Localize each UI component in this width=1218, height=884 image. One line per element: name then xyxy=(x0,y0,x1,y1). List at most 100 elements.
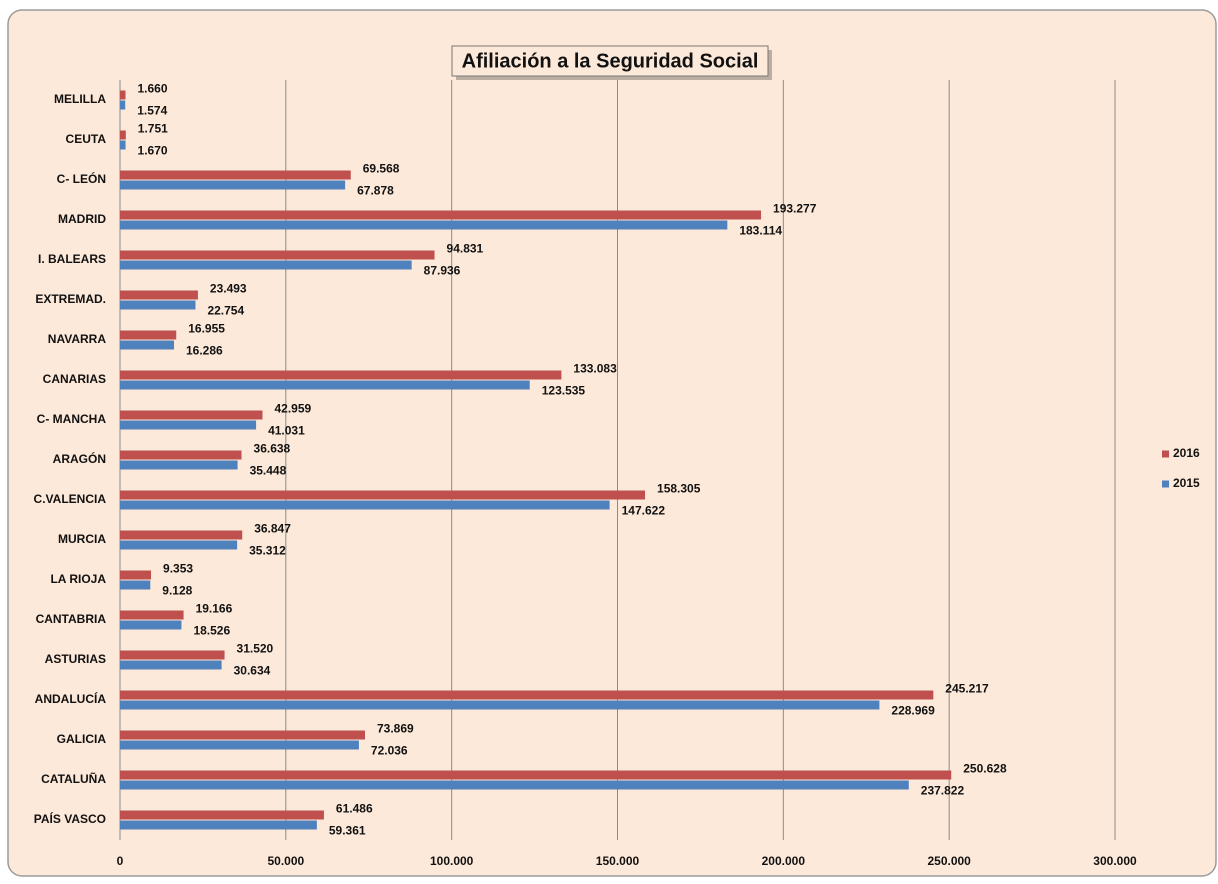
x-tick-label: 150.000 xyxy=(596,854,640,868)
data-label: 16.955 xyxy=(188,322,225,336)
chart-title: Afiliación a la Seguridad Social xyxy=(462,50,759,72)
data-label: 42.959 xyxy=(274,402,311,416)
bar xyxy=(120,690,934,700)
y-tick-label: MURCIA xyxy=(58,532,106,546)
data-label: 1.751 xyxy=(138,122,168,136)
x-tick-label: 250.000 xyxy=(927,854,971,868)
y-tick-label: ASTURIAS xyxy=(45,652,106,666)
bar xyxy=(120,410,263,420)
data-label: 133.083 xyxy=(573,362,617,376)
bar xyxy=(120,90,126,100)
bar xyxy=(120,460,238,470)
y-tick-label: C- MANCHA xyxy=(37,412,107,426)
data-label: 67.878 xyxy=(357,184,394,198)
bar xyxy=(120,780,909,790)
x-tick-label: 0 xyxy=(117,854,124,868)
data-label: 16.286 xyxy=(186,344,223,358)
bar xyxy=(120,210,762,220)
data-label: 245.217 xyxy=(945,682,989,696)
data-label: 41.031 xyxy=(268,424,305,438)
y-tick-label: MADRID xyxy=(58,212,106,226)
bar xyxy=(120,730,365,740)
bar xyxy=(120,620,182,630)
y-tick-label: C- LEÓN xyxy=(57,171,106,186)
legend-swatch xyxy=(1162,450,1169,458)
bar xyxy=(120,810,324,820)
bar xyxy=(120,660,222,670)
bar xyxy=(120,530,243,540)
data-label: 36.638 xyxy=(254,442,291,456)
data-label: 9.128 xyxy=(162,584,192,598)
legend-swatch xyxy=(1162,480,1169,488)
bar xyxy=(120,140,126,150)
y-tick-label: ANDALUCÍA xyxy=(35,691,107,706)
data-label: 61.486 xyxy=(336,802,373,816)
data-label: 35.448 xyxy=(250,464,287,478)
data-label: 18.526 xyxy=(193,624,230,638)
bar xyxy=(120,740,359,750)
data-label: 72.036 xyxy=(371,744,408,758)
y-tick-label: CATALUÑA xyxy=(41,771,106,786)
data-label: 87.936 xyxy=(424,264,461,278)
data-label: 183.114 xyxy=(739,224,782,238)
data-label: 237.822 xyxy=(921,784,965,798)
data-label: 22.754 xyxy=(207,304,244,318)
data-label: 69.568 xyxy=(363,162,400,176)
bar xyxy=(120,370,562,380)
bar xyxy=(120,450,242,460)
data-label: 1.660 xyxy=(138,82,168,96)
bar xyxy=(120,650,225,660)
y-tick-label: C.VALENCIA xyxy=(34,492,107,506)
y-tick-label: CEUTA xyxy=(66,132,107,146)
bar xyxy=(120,300,196,310)
y-tick-label: MELILLA xyxy=(54,92,106,106)
data-label: 158.305 xyxy=(657,482,701,496)
data-label: 1.670 xyxy=(138,144,168,158)
data-label: 1.574 xyxy=(137,104,167,118)
data-label: 94.831 xyxy=(447,242,484,256)
bar xyxy=(120,180,346,190)
bar xyxy=(120,130,126,140)
data-label: 36.847 xyxy=(254,522,291,536)
data-label: 193.277 xyxy=(773,202,817,216)
bar xyxy=(120,260,412,270)
data-label: 250.628 xyxy=(963,762,1007,776)
data-label: 30.634 xyxy=(234,664,271,678)
legend-label: 2015 xyxy=(1173,476,1200,490)
bar xyxy=(120,570,152,580)
y-tick-label: EXTREMAD. xyxy=(35,292,106,306)
x-tick-label: 300.000 xyxy=(1093,854,1137,868)
bar xyxy=(120,380,530,390)
bar xyxy=(120,420,257,430)
bar xyxy=(120,500,610,510)
y-tick-label: NAVARRA xyxy=(48,332,107,346)
data-label: 59.361 xyxy=(329,824,366,838)
y-tick-label: GALICIA xyxy=(57,732,107,746)
legend-label: 2016 xyxy=(1173,446,1200,460)
data-label: 73.869 xyxy=(377,722,414,736)
bar xyxy=(120,100,126,110)
bar xyxy=(120,250,435,260)
bar xyxy=(120,290,198,300)
bar xyxy=(120,330,177,340)
data-label: 23.493 xyxy=(210,282,247,296)
bar xyxy=(120,770,952,780)
bar xyxy=(120,340,175,350)
bar xyxy=(120,540,238,550)
x-tick-label: 100.000 xyxy=(430,854,474,868)
bar xyxy=(120,170,351,180)
y-tick-label: CANARIAS xyxy=(43,372,106,386)
data-label: 123.535 xyxy=(542,384,586,398)
data-label: 35.312 xyxy=(249,544,286,558)
bar xyxy=(120,490,646,500)
title-box xyxy=(451,45,769,77)
data-label: 228.969 xyxy=(891,704,935,718)
data-label: 147.622 xyxy=(622,504,666,518)
y-tick-label: CANTABRIA xyxy=(36,612,107,626)
data-label: 31.520 xyxy=(237,642,274,656)
data-label: 19.166 xyxy=(196,602,233,616)
y-tick-label: LA RIOJA xyxy=(50,572,106,586)
y-tick-label: PAÍS VASCO xyxy=(34,811,106,826)
y-tick-label: ARAGÓN xyxy=(53,451,106,466)
